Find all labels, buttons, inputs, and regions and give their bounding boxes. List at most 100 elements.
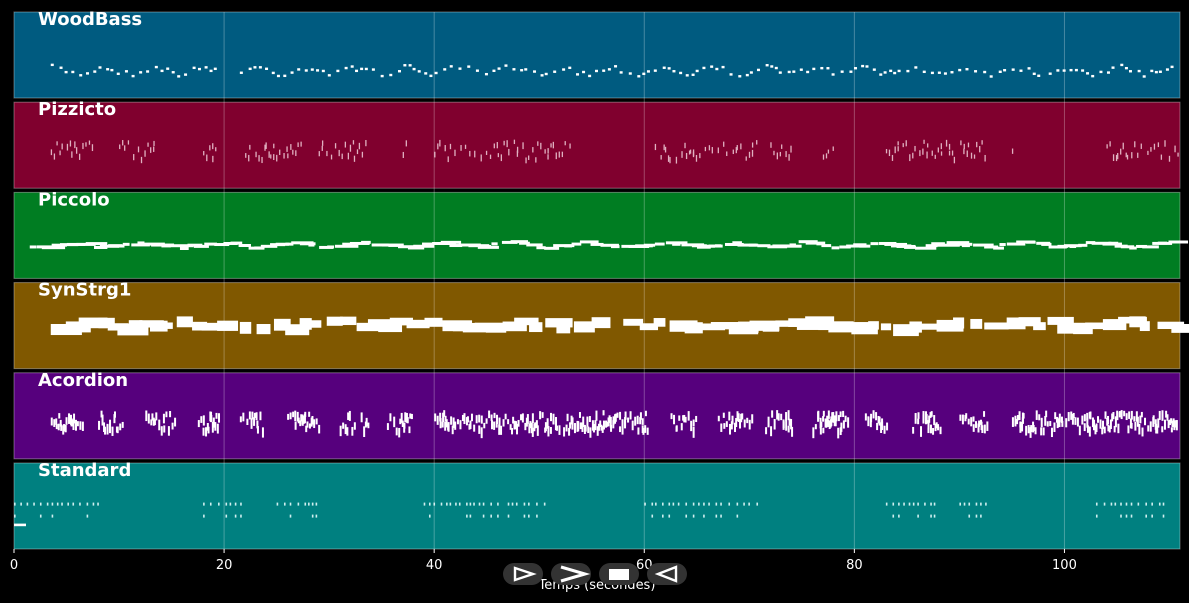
note — [975, 421, 978, 428]
note — [692, 514, 695, 518]
note — [294, 410, 297, 422]
note — [571, 419, 574, 430]
note — [140, 156, 143, 164]
note — [621, 426, 624, 435]
note — [735, 147, 737, 154]
note — [389, 73, 393, 77]
note — [321, 69, 325, 73]
note — [405, 412, 408, 423]
note — [256, 426, 259, 434]
note — [1086, 72, 1090, 75]
stop-button[interactable] — [599, 563, 639, 585]
note — [299, 420, 302, 427]
note — [791, 426, 794, 437]
note — [968, 514, 971, 518]
note — [433, 502, 436, 506]
note — [977, 423, 980, 433]
track-panel — [13, 101, 1181, 189]
note — [106, 68, 110, 71]
note — [1123, 410, 1126, 417]
note — [364, 421, 367, 428]
note — [639, 323, 659, 331]
note — [917, 412, 920, 419]
note — [967, 418, 970, 425]
note — [446, 502, 448, 506]
note — [1078, 243, 1088, 247]
note — [787, 70, 791, 74]
note — [1074, 68, 1078, 72]
note — [466, 502, 468, 506]
note — [1109, 141, 1111, 147]
note — [722, 412, 725, 418]
note — [885, 149, 888, 154]
note — [821, 244, 832, 248]
note — [756, 502, 759, 506]
note — [119, 423, 122, 431]
note — [781, 144, 783, 149]
note — [587, 426, 590, 434]
note — [785, 412, 788, 422]
note — [692, 151, 695, 158]
note — [1083, 423, 1086, 432]
note — [690, 420, 693, 432]
rewind-button[interactable] — [647, 563, 687, 585]
note — [53, 153, 56, 160]
note — [732, 149, 734, 155]
note — [831, 73, 835, 76]
note — [454, 149, 456, 157]
note — [311, 514, 314, 518]
note — [789, 243, 796, 247]
note — [1018, 411, 1021, 421]
note — [1145, 502, 1147, 506]
note — [108, 423, 111, 434]
note — [502, 419, 505, 427]
note — [565, 424, 568, 432]
note — [153, 146, 155, 152]
note — [788, 318, 820, 327]
note — [684, 416, 687, 423]
note — [1147, 425, 1150, 432]
note — [491, 420, 494, 430]
note — [398, 245, 416, 249]
note — [395, 427, 398, 436]
note — [888, 149, 891, 157]
note — [275, 242, 289, 246]
note — [614, 65, 618, 68]
note — [310, 417, 313, 427]
note — [892, 514, 895, 518]
note — [662, 502, 664, 506]
note — [576, 73, 580, 76]
note — [765, 427, 768, 435]
note — [777, 413, 780, 421]
note — [407, 246, 425, 250]
note — [644, 425, 647, 433]
note — [740, 413, 743, 423]
note — [176, 316, 193, 328]
note — [1048, 72, 1052, 75]
note — [1125, 152, 1127, 158]
play-button[interactable] — [503, 563, 543, 585]
note — [692, 419, 695, 427]
note — [234, 502, 237, 506]
note — [498, 424, 501, 435]
note — [504, 413, 507, 420]
note — [1117, 423, 1120, 434]
note — [1144, 417, 1147, 426]
note — [161, 244, 171, 248]
note — [667, 67, 671, 70]
note — [82, 142, 84, 150]
note — [473, 424, 476, 432]
note — [482, 502, 485, 506]
notes-pizzicto — [50, 139, 1179, 164]
note — [349, 241, 370, 245]
note — [558, 151, 560, 158]
note — [484, 72, 488, 76]
note — [256, 420, 259, 429]
note — [253, 417, 256, 426]
fast-forward-button[interactable] — [551, 563, 591, 585]
note — [66, 242, 86, 246]
note — [893, 324, 919, 337]
note — [664, 146, 667, 153]
note — [739, 418, 742, 429]
note — [736, 411, 739, 421]
